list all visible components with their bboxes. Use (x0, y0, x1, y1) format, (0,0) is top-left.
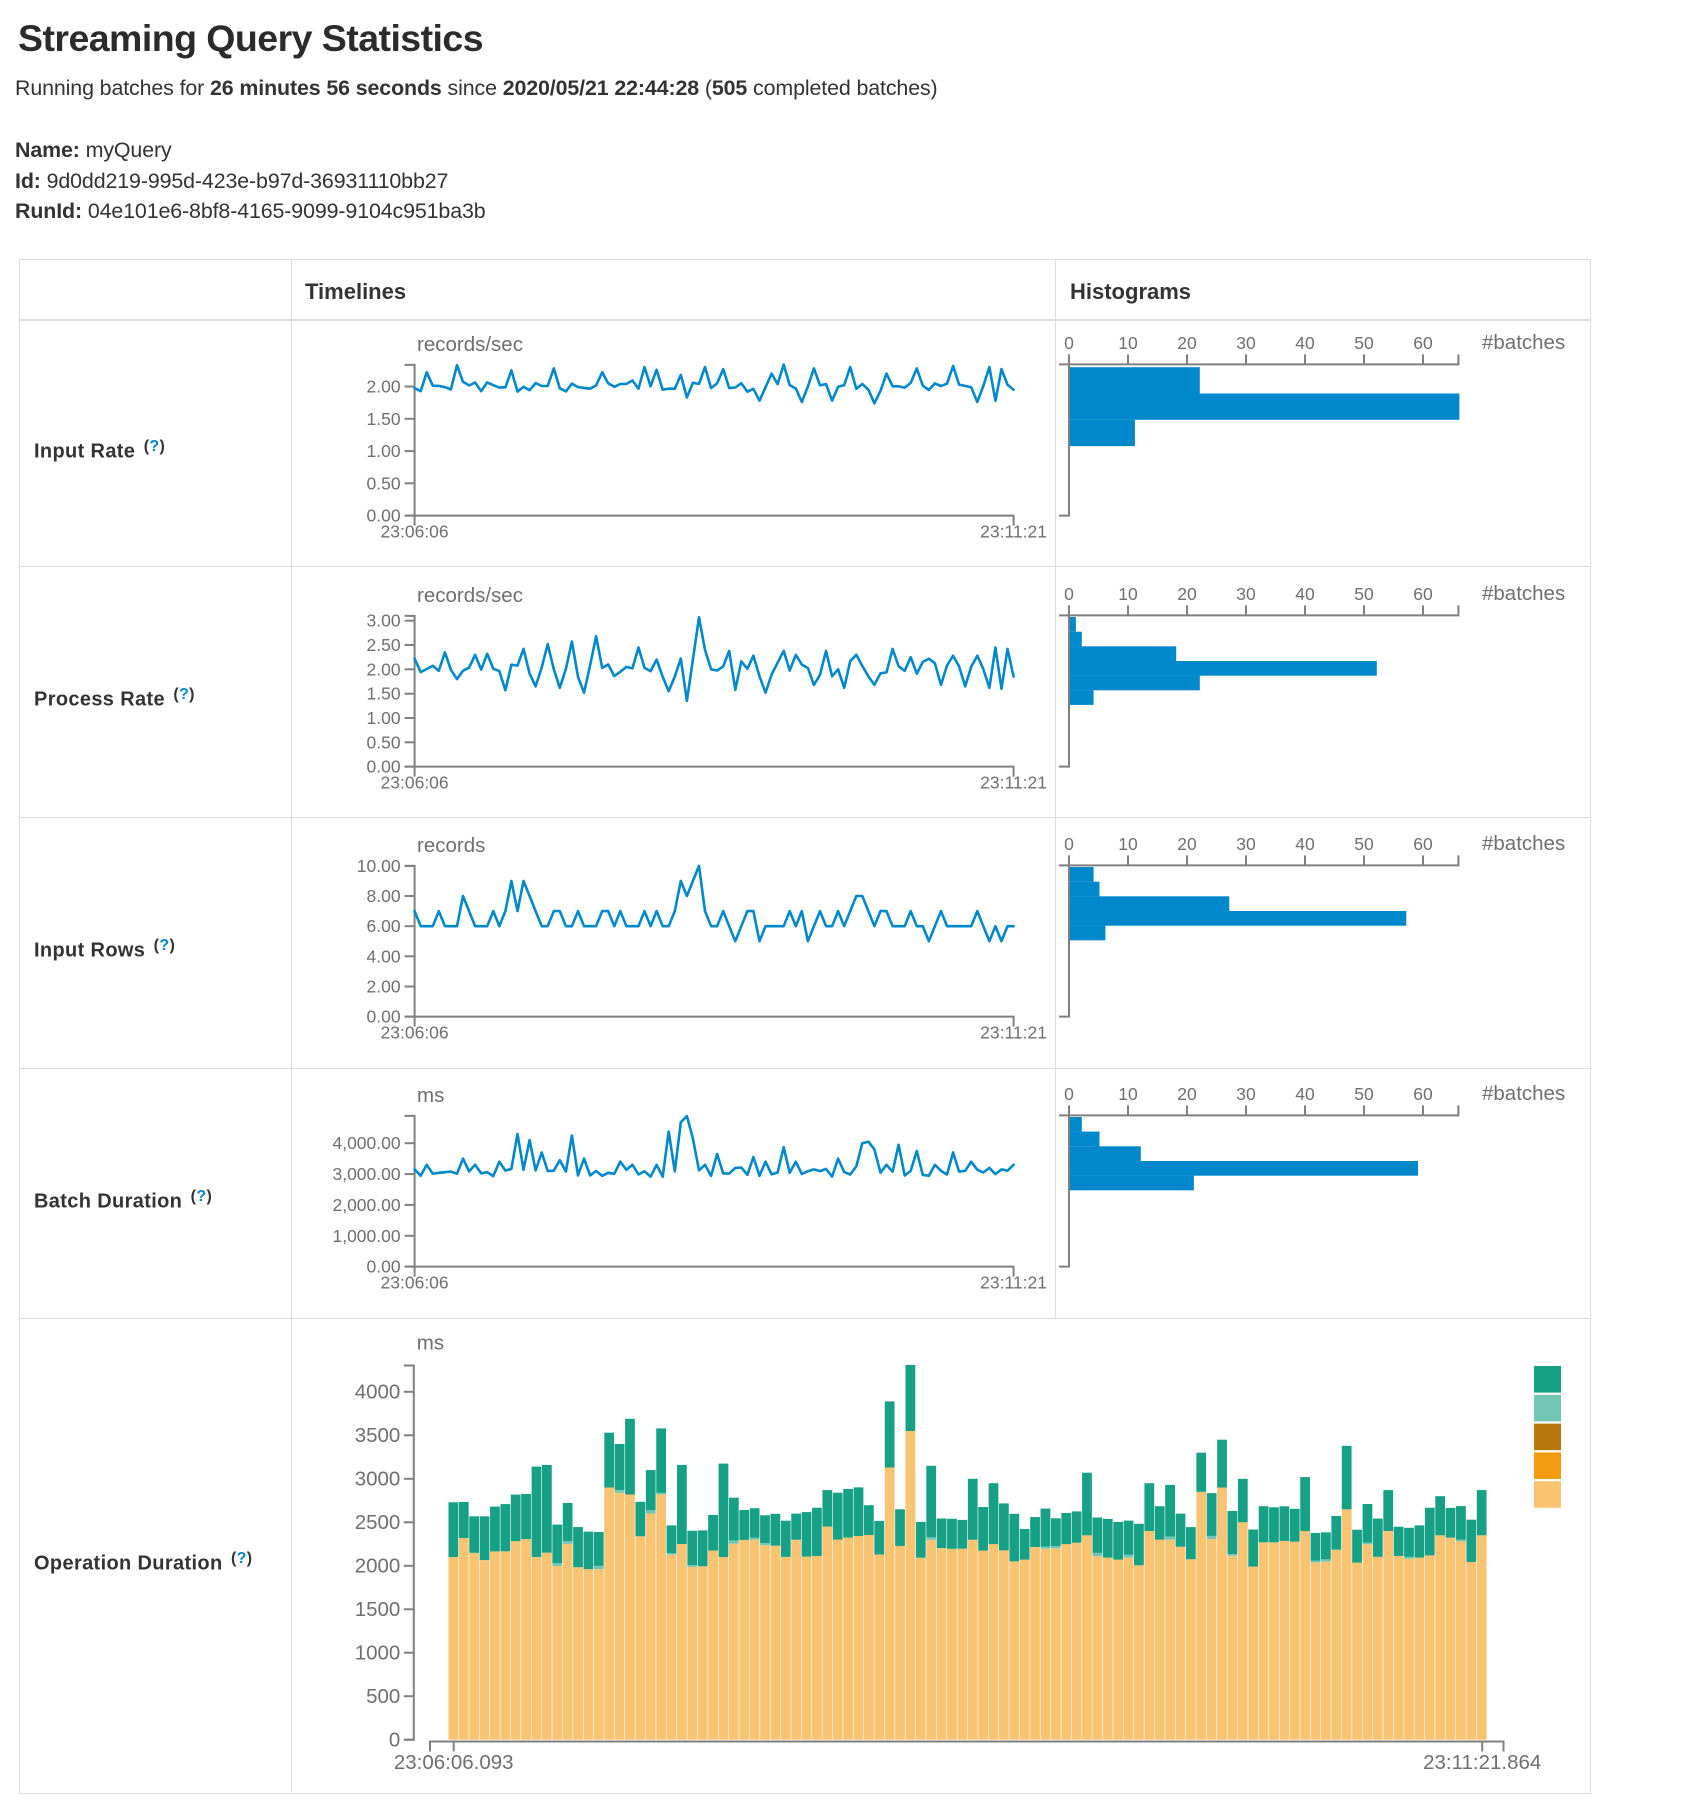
svg-text:10: 10 (1118, 584, 1138, 604)
svg-text:20: 20 (1177, 584, 1197, 604)
svg-text:2000: 2000 (355, 1555, 401, 1578)
svg-text:4,000.00: 4,000.00 (332, 1133, 400, 1153)
svg-text:23:06:06: 23:06:06 (381, 522, 449, 542)
svg-text:30: 30 (1236, 834, 1256, 854)
svg-text:50: 50 (1354, 333, 1374, 353)
svg-text:1.00: 1.00 (367, 441, 401, 461)
svg-text:2.00: 2.00 (367, 377, 401, 397)
svg-text:50: 50 (1354, 834, 1374, 854)
svg-text:40: 40 (1295, 584, 1315, 604)
svg-text:23:11:21: 23:11:21 (980, 522, 1047, 542)
svg-text:0: 0 (1064, 834, 1074, 854)
svg-text:50: 50 (1354, 1084, 1374, 1104)
svg-text:records/sec: records/sec (417, 584, 523, 607)
svg-text:500: 500 (366, 1685, 400, 1708)
svg-text:0: 0 (1064, 333, 1074, 353)
svg-text:3,000.00: 3,000.00 (332, 1164, 400, 1184)
svg-text:2.00: 2.00 (367, 977, 401, 997)
svg-text:2.50: 2.50 (367, 635, 401, 655)
svg-text:23:11:21.864: 23:11:21.864 (1423, 1751, 1541, 1774)
svg-text:30: 30 (1236, 1084, 1256, 1104)
svg-text:23:06:06.093: 23:06:06.093 (394, 1751, 514, 1774)
svg-text:30: 30 (1236, 584, 1256, 604)
svg-text:30: 30 (1236, 333, 1256, 353)
svg-text:0.00: 0.00 (367, 1257, 401, 1277)
svg-text:3000: 3000 (355, 1468, 401, 1491)
svg-text:50: 50 (1354, 584, 1374, 604)
svg-text:records: records (417, 834, 485, 857)
svg-text:20: 20 (1177, 1084, 1197, 1104)
svg-text:3.00: 3.00 (367, 611, 401, 631)
svg-text:20: 20 (1177, 333, 1197, 353)
svg-text:0: 0 (1064, 584, 1074, 604)
svg-text:ms: ms (417, 1084, 444, 1107)
svg-text:1.50: 1.50 (367, 409, 401, 429)
svg-text:1.00: 1.00 (367, 708, 401, 728)
svg-text:#batches: #batches (1482, 832, 1565, 855)
svg-text:ms: ms (417, 1332, 444, 1355)
svg-text:60: 60 (1413, 1084, 1433, 1104)
svg-text:0.00: 0.00 (367, 506, 401, 526)
svg-text:2,000.00: 2,000.00 (332, 1195, 400, 1215)
svg-text:60: 60 (1413, 834, 1433, 854)
svg-text:0.00: 0.00 (367, 757, 401, 777)
svg-text:0.00: 0.00 (367, 1007, 401, 1027)
svg-text:4.00: 4.00 (367, 946, 401, 966)
svg-text:0: 0 (389, 1729, 400, 1752)
svg-text:0: 0 (1064, 1084, 1074, 1104)
svg-text:23:11:21: 23:11:21 (980, 1023, 1047, 1043)
svg-text:20: 20 (1177, 834, 1197, 854)
svg-text:1,000.00: 1,000.00 (332, 1226, 400, 1246)
svg-text:10: 10 (1118, 834, 1138, 854)
svg-text:60: 60 (1413, 584, 1433, 604)
svg-text:4000: 4000 (355, 1381, 401, 1404)
svg-text:1500: 1500 (355, 1598, 401, 1621)
svg-text:#batches: #batches (1482, 1082, 1565, 1105)
svg-text:0.50: 0.50 (367, 732, 401, 752)
svg-text:40: 40 (1295, 1084, 1315, 1104)
svg-text:40: 40 (1295, 834, 1315, 854)
svg-text:23:11:21: 23:11:21 (980, 1273, 1047, 1293)
svg-text:23:11:21: 23:11:21 (980, 773, 1047, 793)
svg-text:1.50: 1.50 (367, 684, 401, 704)
svg-text:records/sec: records/sec (417, 333, 523, 356)
svg-text:10.00: 10.00 (357, 856, 401, 876)
svg-text:#batches: #batches (1482, 331, 1565, 354)
svg-text:2.00: 2.00 (367, 659, 401, 679)
svg-text:0.50: 0.50 (367, 473, 401, 493)
svg-text:10: 10 (1118, 333, 1138, 353)
svg-text:1000: 1000 (355, 1642, 401, 1665)
svg-text:2500: 2500 (355, 1511, 401, 1534)
svg-text:3500: 3500 (355, 1424, 401, 1447)
svg-text:23:06:06: 23:06:06 (381, 773, 449, 793)
svg-text:#batches: #batches (1482, 582, 1565, 605)
svg-text:23:06:06: 23:06:06 (381, 1273, 449, 1293)
svg-text:40: 40 (1295, 333, 1315, 353)
svg-text:8.00: 8.00 (367, 886, 401, 906)
svg-text:23:06:06: 23:06:06 (381, 1023, 449, 1043)
svg-text:60: 60 (1413, 333, 1433, 353)
svg-text:10: 10 (1118, 1084, 1138, 1104)
svg-text:6.00: 6.00 (367, 916, 401, 936)
